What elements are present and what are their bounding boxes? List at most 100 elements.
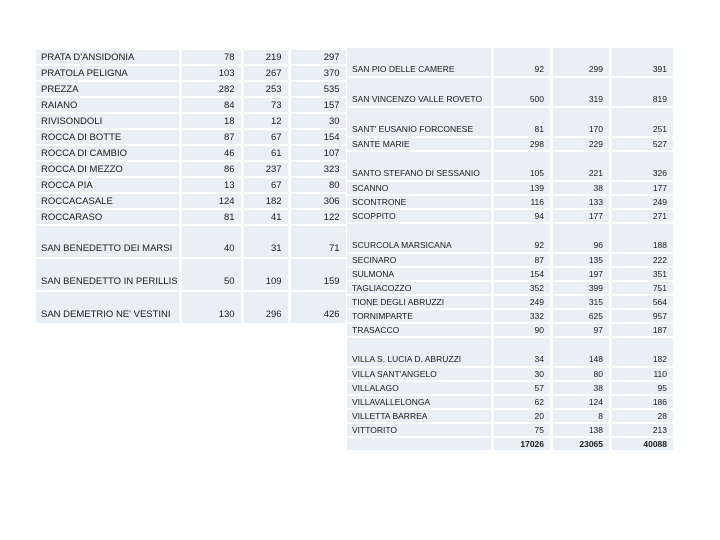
value-cell: 154 — [290, 130, 346, 146]
value-cell: 819 — [612, 78, 673, 108]
municipality-name-cell: PRATA D'ANSIDONIA — [36, 50, 182, 66]
table-row: ROCCACASALE 124 182 306 — [36, 194, 346, 210]
value-cell: 124 — [553, 396, 612, 410]
value-cell: 96 — [553, 224, 612, 254]
municipality-table-right: SAN PIO DELLE CAMERE 92 299 391 SAN VINCENZO… — [347, 48, 673, 452]
municipality-name-cell: SANT' EUSANIO FORCONESE — [347, 108, 494, 138]
municipality-name-cell: VITTORITO — [347, 424, 494, 438]
municipality-name-cell: SCURCOLA MARSICANA — [347, 224, 494, 254]
value-cell: 81 — [181, 210, 244, 226]
data-table: SAN PIO DELLE CAMERE 92 299 391 SAN VINCENZO… — [347, 48, 673, 452]
value-cell: 138 — [553, 424, 612, 438]
municipality-name-cell: SCONTRONE — [347, 196, 494, 210]
municipality-name-cell: TORNIMPARTE — [347, 310, 494, 324]
table-row: ROCCA DI BOTTE 87 67 154 — [36, 130, 346, 146]
value-cell: 625 — [553, 310, 612, 324]
value-cell: 426 — [290, 292, 346, 325]
municipality-name-cell: RIVISONDOLI — [36, 114, 182, 130]
municipality-name-cell: VILLA SANT'ANGELO — [347, 368, 494, 382]
value-cell: 229 — [553, 138, 612, 152]
table-row: SCOPPITO 94 177 271 — [347, 210, 673, 224]
table-row: SAN PIO DELLE CAMERE 92 299 391 — [347, 48, 673, 78]
value-cell: 159 — [290, 259, 346, 292]
municipality-name-cell: PREZZA — [36, 82, 182, 98]
municipality-name-cell: TAGLIACOZZO — [347, 282, 494, 296]
municipality-name-cell — [347, 438, 494, 452]
value-cell: 110 — [612, 368, 673, 382]
value-cell: 18 — [181, 114, 244, 130]
value-cell: 298 — [494, 138, 553, 152]
value-cell: 12 — [243, 114, 291, 130]
value-cell: 315 — [553, 296, 612, 310]
municipality-name-cell: TRASACCO — [347, 324, 494, 338]
table-row: VILLALAGO 57 38 95 — [347, 382, 673, 396]
value-cell: 38 — [553, 182, 612, 196]
value-cell: 81 — [494, 108, 553, 138]
value-cell: 95 — [612, 382, 673, 396]
municipality-name-cell: SAN DEMETRIO NE' VESTINI — [36, 292, 182, 325]
value-cell: 253 — [243, 82, 291, 98]
value-cell: 222 — [612, 254, 673, 268]
value-cell: 297 — [290, 50, 346, 66]
value-cell: 332 — [494, 310, 553, 324]
table-row: ROCCA DI CAMBIO 46 61 107 — [36, 146, 346, 162]
value-cell: 182 — [612, 338, 673, 368]
value-cell: 73 — [243, 98, 291, 114]
value-cell: 326 — [612, 152, 673, 182]
table-row: SAN DEMETRIO NE' VESTINI 130 296 426 — [36, 292, 346, 325]
table-row: TIONE DEGLI ABRUZZI 249 315 564 — [347, 296, 673, 310]
municipality-name-cell: SULMONA — [347, 268, 494, 282]
value-cell: 564 — [612, 296, 673, 310]
value-cell: 71 — [290, 226, 346, 259]
value-cell: 20 — [494, 410, 553, 424]
municipality-name-cell: SCANNO — [347, 182, 494, 196]
value-cell: 219 — [243, 50, 291, 66]
value-cell: 30 — [290, 114, 346, 130]
table-row: TRASACCO 90 97 187 — [347, 324, 673, 338]
value-cell: 130 — [181, 292, 244, 325]
value-cell: 271 — [612, 210, 673, 224]
table-row: SULMONA 154 197 351 — [347, 268, 673, 282]
value-cell: 299 — [553, 48, 612, 78]
value-cell: 177 — [612, 182, 673, 196]
value-cell: 116 — [494, 196, 553, 210]
table-row: TAGLIACOZZO 352 399 751 — [347, 282, 673, 296]
value-cell: 34 — [494, 338, 553, 368]
municipality-name-cell: SANTO STEFANO DI SESSANIO — [347, 152, 494, 182]
value-cell: 13 — [181, 178, 244, 194]
municipality-name-cell: ROCCA DI CAMBIO — [36, 146, 182, 162]
value-cell: 67 — [243, 178, 291, 194]
table-row: SAN BENEDETTO DEI MARSI 40 31 71 — [36, 226, 346, 259]
value-cell: 186 — [612, 396, 673, 410]
table-row: ROCCA DI MEZZO 86 237 323 — [36, 162, 346, 178]
value-cell: 90 — [494, 324, 553, 338]
municipality-name-cell: VILLALAGO — [347, 382, 494, 396]
value-cell: 97 — [553, 324, 612, 338]
value-cell: 213 — [612, 424, 673, 438]
value-cell: 139 — [494, 182, 553, 196]
value-cell: 535 — [290, 82, 346, 98]
value-cell: 157 — [290, 98, 346, 114]
value-cell: 41 — [243, 210, 291, 226]
municipality-name-cell: SECINARO — [347, 254, 494, 268]
value-cell: 187 — [612, 324, 673, 338]
value-cell: 282 — [181, 82, 244, 98]
table-row: SAN VINCENZO VALLE ROVETO 500 319 819 — [347, 78, 673, 108]
value-cell: 221 — [553, 152, 612, 182]
table-row: PREZZA 282 253 535 — [36, 82, 346, 98]
value-cell: 148 — [553, 338, 612, 368]
municipality-name-cell: VILLA S. LUCIA D. ABRUZZI — [347, 338, 494, 368]
table-row: VILLAVALLELONGA 62 124 186 — [347, 396, 673, 410]
value-cell: 957 — [612, 310, 673, 324]
table-row: SCANNO 139 38 177 — [347, 182, 673, 196]
value-cell: 197 — [553, 268, 612, 282]
municipality-name-cell: SAN PIO DELLE CAMERE — [347, 48, 494, 78]
value-cell: 319 — [553, 78, 612, 108]
value-cell: 30 — [494, 368, 553, 382]
table-row: RAIANO 84 73 157 — [36, 98, 346, 114]
total-value-cell: 40088 — [612, 438, 673, 452]
municipality-name-cell: ROCCARASO — [36, 210, 182, 226]
municipality-name-cell: SAN BENEDETTO IN PERILLIS — [36, 259, 182, 292]
municipality-name-cell: ROCCACASALE — [36, 194, 182, 210]
value-cell: 94 — [494, 210, 553, 224]
